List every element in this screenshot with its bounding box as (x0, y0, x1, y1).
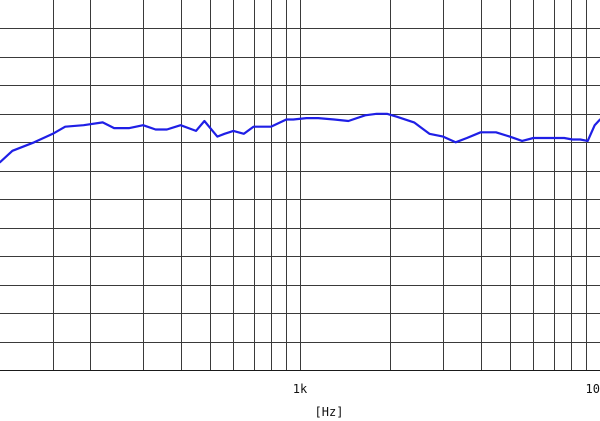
x-tick-label: 10 (586, 382, 600, 396)
curve-layer (0, 112, 600, 164)
x-tick-label: 1k (293, 382, 308, 396)
grid-layer (0, 0, 600, 370)
response-series-line (0, 112, 600, 164)
label-layer: [Hz] 1k 10 (293, 382, 600, 419)
x-axis-label: [Hz] (315, 405, 344, 419)
